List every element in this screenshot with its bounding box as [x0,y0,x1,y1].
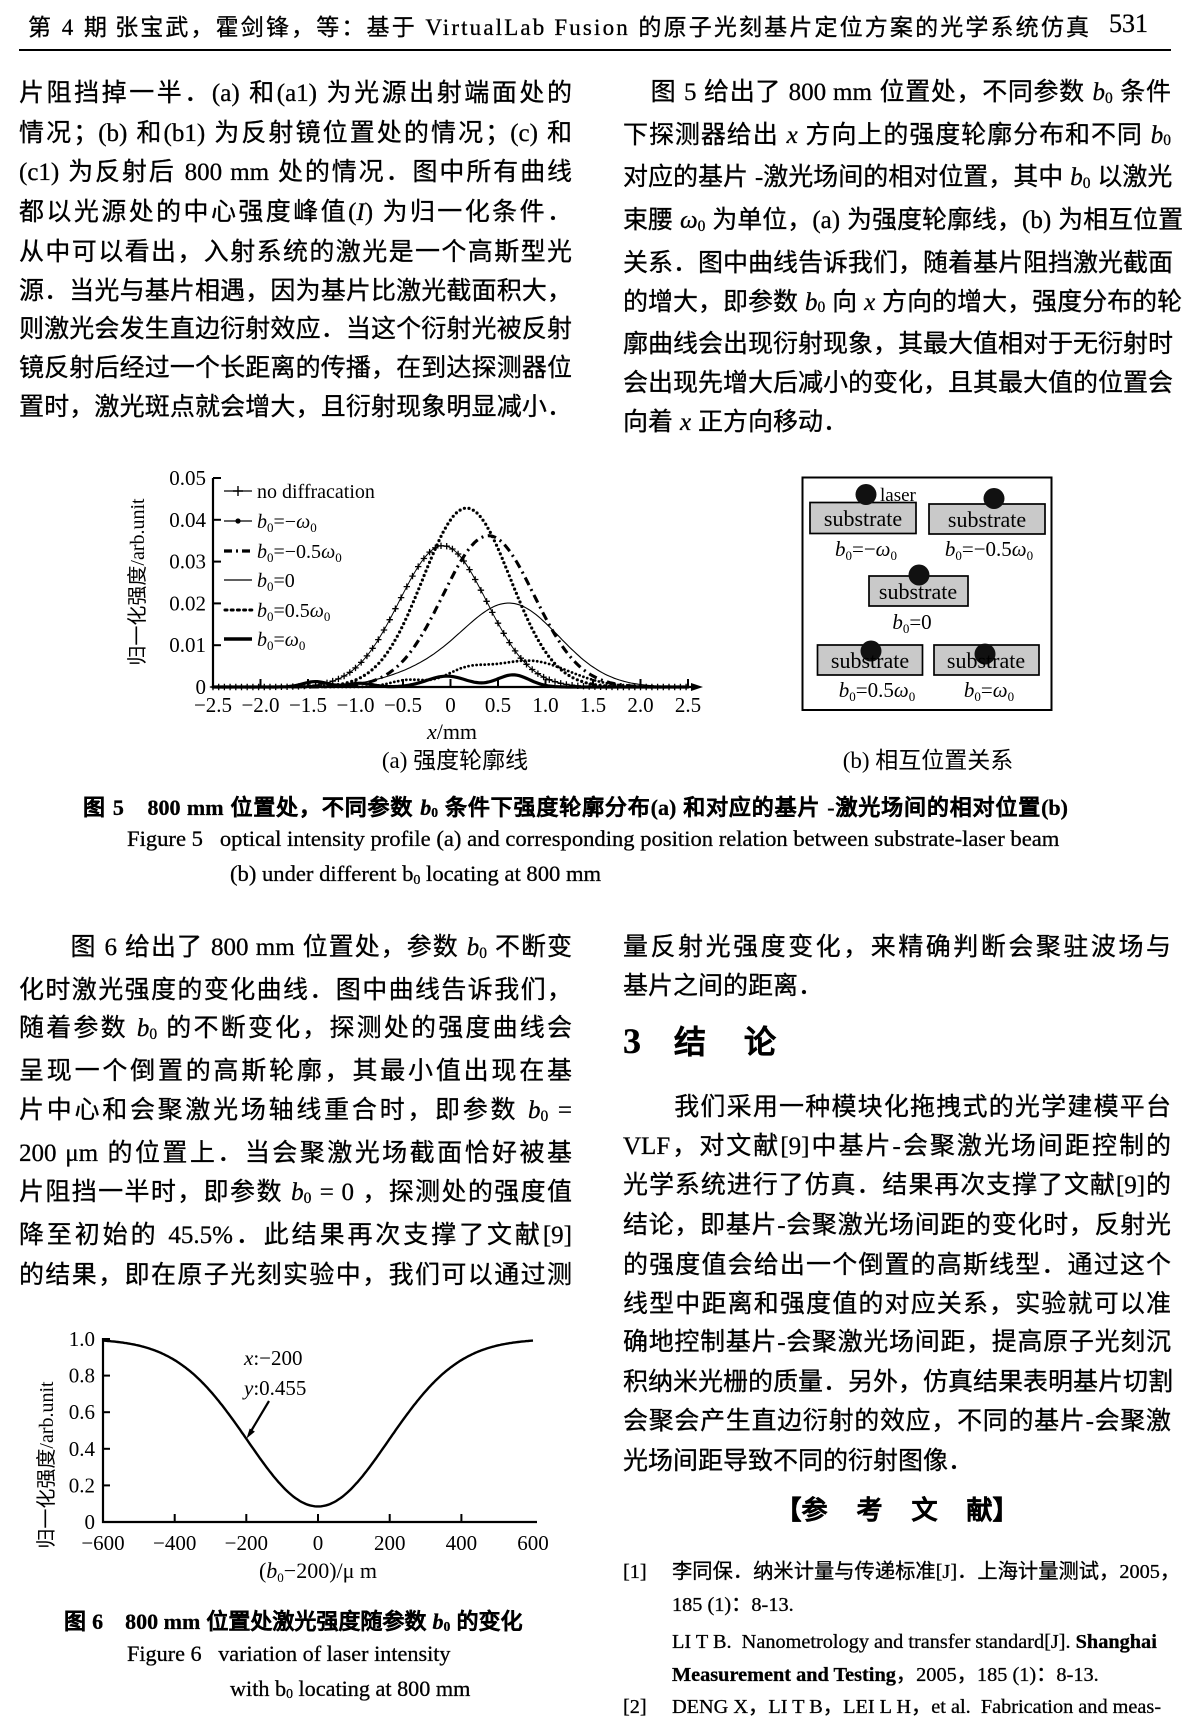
svg-text:b0=−0.5ω0: b0=−0.5ω0 [945,537,1033,563]
svg-text:200: 200 [374,1531,406,1555]
svg-text:−400: −400 [153,1531,196,1555]
svg-text:b0=−0.5ω0: b0=−0.5ω0 [257,541,342,565]
svg-text:400: 400 [446,1531,478,1555]
svg-text:−2.5: −2.5 [194,693,232,717]
svg-text:b0=0: b0=0 [257,570,295,594]
svg-text:(a) 强度轮廓线: (a) 强度轮廓线 [382,748,528,773]
svg-text:x/mm: x/mm [426,719,477,744]
svg-text:1.0: 1.0 [69,1327,95,1351]
svg-text:laser: laser [880,485,917,506]
svg-text:b0=0.5ω0: b0=0.5ω0 [257,600,330,624]
svg-text:−600: −600 [81,1531,124,1555]
svg-text:1.0: 1.0 [532,693,558,717]
svg-text:b0=0.5ω0: b0=0.5ω0 [839,678,915,704]
svg-text:0.04: 0.04 [169,508,206,532]
svg-text:0.5: 0.5 [485,693,511,717]
svg-text:0.2: 0.2 [69,1473,95,1497]
svg-text:2.0: 2.0 [627,693,653,717]
svg-text:0.6: 0.6 [69,1400,95,1424]
svg-text:x:−200: x:−200 [243,1346,303,1370]
svg-text:substrate: substrate [948,507,1026,532]
svg-text:0.03: 0.03 [169,550,206,574]
svg-text:y:0.455: y:0.455 [242,1376,306,1400]
svg-text:−2.0: −2.0 [241,693,279,717]
svg-text:0: 0 [196,675,207,699]
svg-text:substrate: substrate [947,648,1025,673]
svg-text:−0.5: −0.5 [384,693,422,717]
svg-text:600: 600 [517,1531,549,1555]
svg-text:substrate: substrate [824,506,902,531]
svg-text:(b) 相互位置关系: (b) 相互位置关系 [843,748,1014,773]
svg-text:0.01: 0.01 [169,633,206,657]
svg-text:0.02: 0.02 [169,591,206,615]
svg-text:b0=ω0: b0=ω0 [257,629,305,653]
svg-text:0.05: 0.05 [169,466,206,490]
svg-text:0: 0 [85,1510,96,1534]
svg-text:−1.0: −1.0 [336,693,374,717]
svg-text:substrate: substrate [879,579,957,604]
svg-text:2.5: 2.5 [675,693,701,717]
svg-text:1.5: 1.5 [580,693,606,717]
svg-text:−1.5: −1.5 [289,693,327,717]
svg-text:归一化强度/arb.unit: 归一化强度/arb.unit [35,1381,58,1549]
svg-text:0: 0 [313,1531,324,1555]
svg-text:no diffracation: no diffracation [257,481,375,503]
svg-text:0: 0 [445,693,456,717]
svg-text:substrate: substrate [831,648,909,673]
svg-text:−200: −200 [225,1531,268,1555]
svg-text:0.4: 0.4 [69,1437,96,1461]
svg-text:b0=−ω0: b0=−ω0 [835,537,897,563]
svg-text:b0=ω0: b0=ω0 [964,678,1014,704]
svg-text:b0=−ω0: b0=−ω0 [257,511,317,535]
svg-text:b0=0: b0=0 [892,610,931,636]
svg-text:0.8: 0.8 [69,1364,95,1388]
svg-text:归一化强度/arb.unit: 归一化强度/arb.unit [126,498,149,666]
svg-text:(b0−200)/μ m: (b0−200)/μ m [259,1558,377,1585]
